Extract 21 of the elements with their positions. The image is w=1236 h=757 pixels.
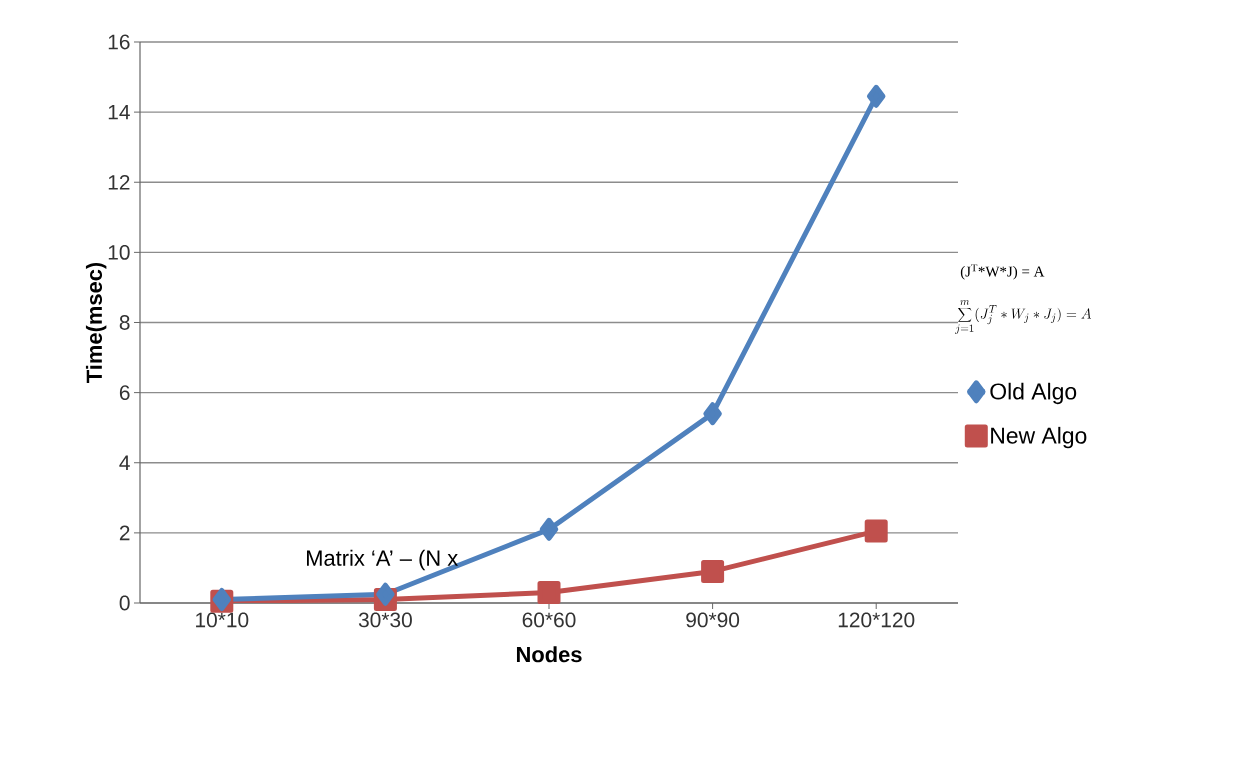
x-tick-label: 30*30 <box>358 612 412 628</box>
legend-label: New Algo <box>991 426 1087 449</box>
y-tick-label: 16 <box>108 34 130 50</box>
y-tick-label: 4 <box>119 455 130 470</box>
y-tick-label: 0 <box>119 595 130 611</box>
annotation: $\sum_{j=1}^{m}(J_j^T * W_j * J_j) = A$ <box>955 300 1092 334</box>
y-tick-label: 8 <box>119 315 130 330</box>
y-tick-label: 14 <box>108 104 130 120</box>
x-axis-title: Nodes <box>516 646 582 663</box>
x-tick-label: 60*60 <box>522 612 576 628</box>
y-tick-label: 2 <box>119 525 130 541</box>
y-tick-label: 6 <box>119 385 130 401</box>
x-tick-label: 10*10 <box>196 612 249 628</box>
x-tick-label: 120*120 <box>838 612 915 628</box>
annotation: Matrix ‘A’ – (N x <box>307 549 458 571</box>
y-tick-label: 12 <box>108 174 130 190</box>
x-tick-label: 90*90 <box>686 612 740 628</box>
legend-label: Old Algo <box>990 382 1077 405</box>
y-tick-label: 10 <box>108 244 130 260</box>
y-axis-title: Time(msec) <box>85 262 107 383</box>
text: (J$^{T}$*W*J) = A <box>960 264 1045 280</box>
